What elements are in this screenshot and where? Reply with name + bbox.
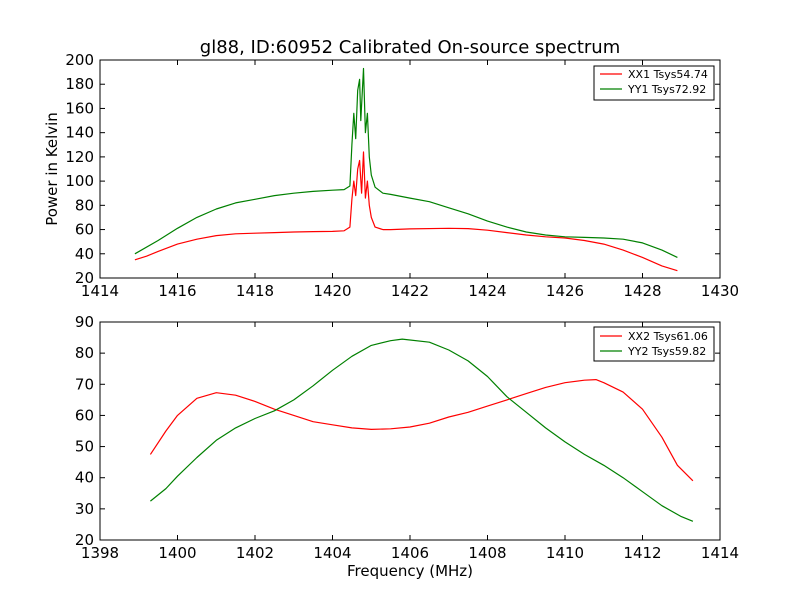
top-y-tick-label: 40: [75, 245, 94, 263]
top-legend-box: [593, 65, 715, 101]
bottom-series-line-2: [150, 338, 694, 522]
bottom-y-ticks: 20 30 40 50 60 70 80 90: [75, 313, 720, 549]
bottom-x-axis-label: Frequency (MHz): [347, 562, 473, 580]
top-y-tick-label: 80: [75, 196, 94, 214]
bottom-legend-label-xx2: XX2 Tsys61.06: [628, 330, 708, 343]
top-legend-label-yy1: YY1 Tsys72.92: [627, 83, 706, 96]
bottom-y-tick-label: 70: [75, 375, 94, 393]
top-x-tick-label: 1430: [701, 282, 739, 300]
top-x-tick-label: 1422: [391, 282, 429, 300]
top-y-tick-label: 100: [65, 172, 94, 190]
top-x-tick-label: 1416: [158, 282, 196, 300]
bottom-series-line-1: [149, 379, 694, 482]
top-x-tick-label: 1428: [623, 282, 661, 300]
bottom-x-tick-label: 1414: [701, 544, 739, 562]
bottom-x-tick-label: 1404: [313, 544, 351, 562]
bottom-legend: XX2 Tsys61.06 YY2 Tsys59.82: [593, 326, 715, 362]
top-y-tick-label: 60: [75, 221, 94, 239]
bottom-series-group: [149, 338, 694, 522]
top-x-tick-label: 1414: [81, 282, 119, 300]
top-series-line-2: [134, 67, 678, 258]
top-x-tick-label: 1420: [313, 282, 351, 300]
bottom-x-tick-label: 1406: [391, 544, 429, 562]
top-x-tick-label: 1418: [236, 282, 274, 300]
top-y-tick-label: 140: [65, 124, 94, 142]
bottom-y-tick-label: 60: [75, 406, 94, 424]
bottom-x-tick-label: 1402: [236, 544, 274, 562]
bottom-y-tick-label: 30: [75, 500, 94, 518]
bottom-y-tick-label: 80: [75, 344, 94, 362]
bottom-x-tick-label: 1408: [468, 544, 506, 562]
top-y-tick-label: 200: [65, 51, 94, 69]
bottom-subplot: 1398 1400 1402 1404 1406 1408 1410 1412 1414 20 3…: [75, 313, 739, 580]
top-series-group: [134, 67, 678, 272]
bottom-x-ticks: 1398 1400 1402 1404 1406 1408 1410 1412 1414: [81, 322, 739, 562]
top-y-tick-label: 180: [65, 75, 94, 93]
top-subplot: gl88, ID:60952 Calibrated On-source spec…: [43, 37, 739, 300]
top-y-tick-label: 160: [65, 99, 94, 117]
top-series-line-1: [134, 151, 678, 272]
bottom-y-tick-label: 40: [75, 469, 94, 487]
top-y-axis-label: Power in Kelvin: [43, 112, 61, 226]
bottom-x-tick-label: 1400: [158, 544, 196, 562]
top-y-tick-label: 120: [65, 148, 94, 166]
top-x-tick-label: 1424: [468, 282, 506, 300]
top-x-ticks: 1414 1416 1418 1420 1422 1424 1426 1428 1430: [81, 60, 739, 300]
bottom-legend-label-yy2: YY2 Tsys59.82: [627, 345, 706, 358]
bottom-legend-box: [593, 326, 715, 362]
top-y-ticks: 20 40 60 80 100 120 140 160 180 200: [65, 51, 720, 287]
top-legend: XX1 Tsys54.74 YY1 Tsys72.92: [593, 65, 715, 101]
bottom-x-tick-label: 1412: [623, 544, 661, 562]
top-legend-label-xx1: XX1 Tsys54.74: [628, 68, 708, 81]
top-x-tick-label: 1426: [546, 282, 584, 300]
bottom-y-tick-label: 90: [75, 313, 94, 331]
bottom-y-tick-label: 20: [75, 531, 94, 549]
top-y-tick-label: 20: [75, 269, 94, 287]
chart-title: gl88, ID:60952 Calibrated On-source spec…: [200, 37, 620, 58]
bottom-x-tick-label: 1410: [546, 544, 584, 562]
bottom-x-tick-label: 1398: [81, 544, 119, 562]
bottom-y-tick-label: 50: [75, 438, 94, 456]
